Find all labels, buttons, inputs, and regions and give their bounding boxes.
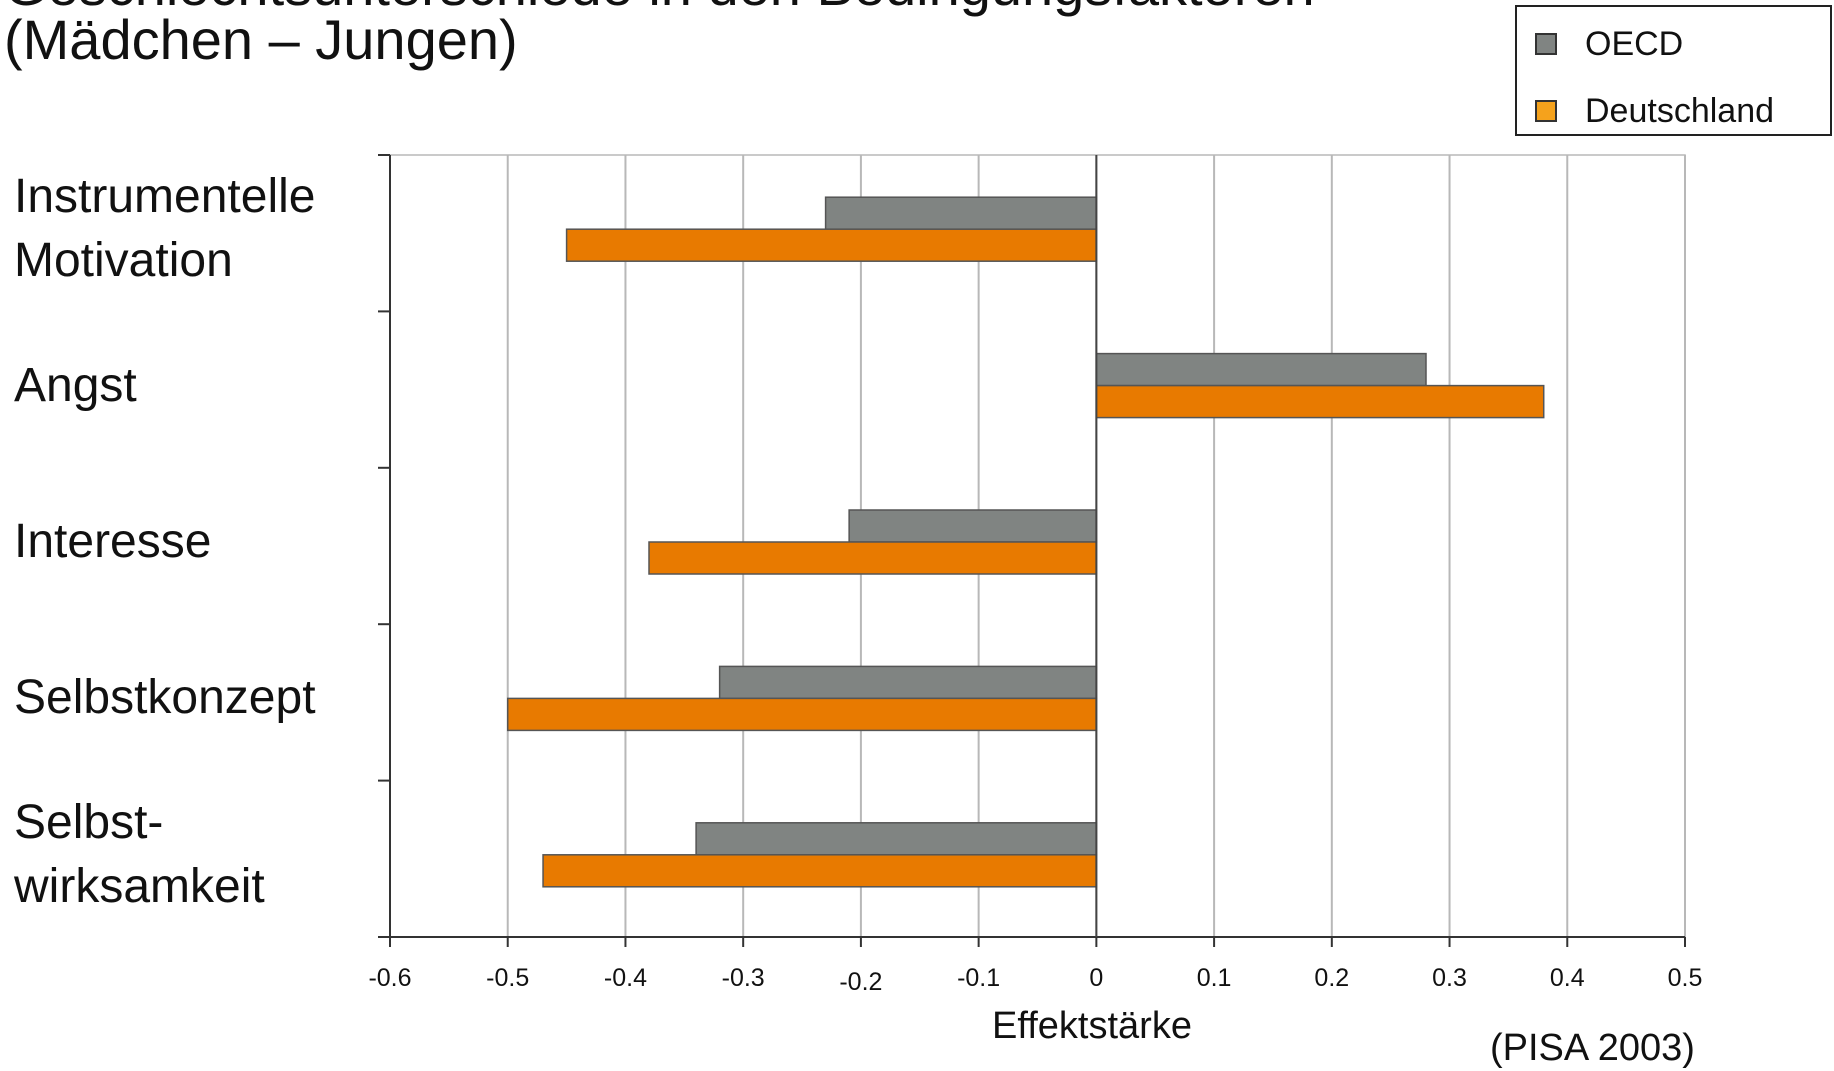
category-label-4: Selbst-wirksamkeit xyxy=(14,791,265,919)
legend-swatch-deutschland xyxy=(1535,100,1557,122)
category-label-line: Motivation xyxy=(14,234,233,288)
bar-deutschland-4 xyxy=(542,854,1098,888)
legend-item-oecd: OECD xyxy=(1535,26,1683,62)
legend-label-oecd: OECD xyxy=(1585,25,1684,63)
bar-deutschland-0 xyxy=(565,228,1098,262)
x-tick-label-8: 0.2 xyxy=(1314,964,1350,992)
bar-oecd-0 xyxy=(824,196,1098,230)
category-label-1: Angst xyxy=(14,354,137,418)
x-tick-label-11: 0.5 xyxy=(1667,964,1703,992)
x-tick-label-0: -0.6 xyxy=(368,964,412,992)
bar-deutschland-2 xyxy=(648,541,1098,575)
x-tick-label-5: -0.1 xyxy=(957,964,1001,992)
bar-oecd-3 xyxy=(718,665,1098,700)
category-label-line: Selbst- xyxy=(14,795,164,849)
legend: OECD Deutschland xyxy=(1515,5,1832,136)
category-label-line: Angst xyxy=(14,358,137,412)
x-tick-label-2: -0.4 xyxy=(603,964,647,992)
category-label-3: Selbstkonzept xyxy=(14,666,316,730)
category-label-line: Selbstkonzept xyxy=(14,671,316,725)
category-label-2: Interesse xyxy=(14,510,211,574)
bar-oecd-4 xyxy=(695,822,1098,856)
bar-oecd-2 xyxy=(848,509,1098,543)
bar-oecd-1 xyxy=(1095,352,1427,387)
x-tick-label-10: 0.4 xyxy=(1549,964,1585,992)
chart-title-line-1: Geschlechtsunterschiede in den Bedingung… xyxy=(4,0,1315,14)
category-label-line: wirksamkeit xyxy=(14,859,265,913)
chart-title-line-2: (Mädchen – Jungen) xyxy=(4,8,518,71)
legend-label-deutschland: Deutschland xyxy=(1585,92,1775,130)
bar-deutschland-1 xyxy=(1095,384,1545,419)
x-tick-label-1: -0.5 xyxy=(486,964,530,992)
x-axis-label: Effektstärke xyxy=(992,1005,1192,1047)
x-tick-label-4: -0.2 xyxy=(839,968,883,996)
x-tick-label-9: 0.3 xyxy=(1432,964,1467,992)
category-label-line: Interesse xyxy=(14,515,212,568)
x-tick-label-3: -0.3 xyxy=(721,964,765,992)
legend-swatch-oecd xyxy=(1535,33,1557,55)
category-label-0: Instrumentelle Motivation xyxy=(14,165,315,293)
x-tick-label-7: 0.1 xyxy=(1196,964,1232,992)
category-label-line: Instrumentelle xyxy=(14,170,316,224)
legend-item-deutschland: Deutschland xyxy=(1535,93,1774,129)
bar-deutschland-3 xyxy=(506,697,1098,732)
x-tick-label-6: 0 xyxy=(1089,964,1104,992)
source-note: (PISA 2003) xyxy=(1490,1027,1695,1069)
